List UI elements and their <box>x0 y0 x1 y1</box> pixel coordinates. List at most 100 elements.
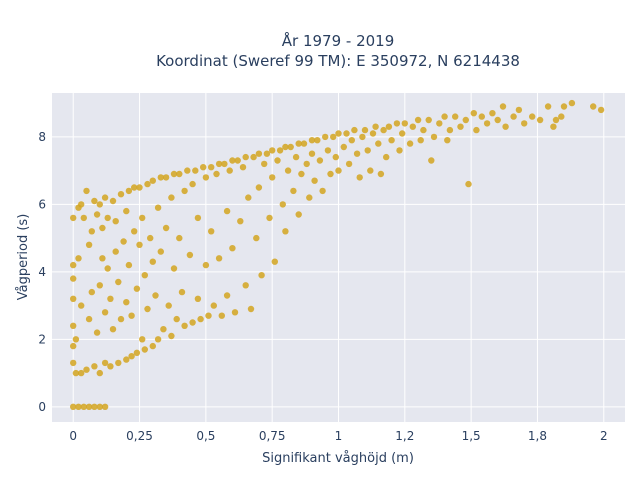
data-point <box>401 120 408 127</box>
data-point <box>120 238 127 245</box>
data-point <box>361 126 369 134</box>
data-point <box>255 184 263 191</box>
data-point <box>160 326 167 333</box>
data-point <box>215 160 223 168</box>
data-point <box>536 116 544 124</box>
data-point <box>83 366 90 373</box>
data-point <box>149 258 156 265</box>
data-point <box>75 255 82 262</box>
data-point <box>96 403 104 410</box>
grid-lines <box>52 93 625 422</box>
y-tick-label: 4 <box>38 265 46 279</box>
data-point <box>348 137 355 144</box>
y-tick-label: 6 <box>38 197 46 211</box>
data-point <box>521 120 528 127</box>
data-point <box>104 214 111 222</box>
data-point <box>165 302 172 309</box>
data-point <box>149 342 156 350</box>
x-axis-title: Signifikant våghöjd (m) <box>262 451 414 466</box>
data-point <box>303 160 310 168</box>
data-point <box>311 177 318 184</box>
data-point <box>157 174 164 181</box>
data-point <box>335 130 342 137</box>
data-point <box>290 187 297 195</box>
data-point <box>544 103 552 110</box>
data-point <box>117 191 125 198</box>
data-point <box>168 332 175 340</box>
data-point <box>152 292 159 299</box>
data-point <box>96 369 104 377</box>
data-point <box>181 322 188 329</box>
data-point <box>353 150 361 157</box>
data-point <box>417 137 424 144</box>
data-point <box>88 288 96 296</box>
x-tick-label: 0,5 <box>196 429 215 443</box>
data-point <box>85 403 93 410</box>
data-point <box>208 164 215 171</box>
data-point <box>319 187 326 195</box>
data-point <box>112 218 119 225</box>
data-point <box>510 113 517 120</box>
data-point <box>101 309 109 316</box>
data-point <box>123 356 130 363</box>
data-point <box>393 120 401 127</box>
data-point <box>529 113 536 120</box>
data-point <box>141 346 148 353</box>
data-point <box>223 207 231 215</box>
data-point <box>70 261 77 269</box>
chart-title-line-2: Koordinat (Sweref 99 TM): E 350972, N 62… <box>156 52 520 70</box>
data-point <box>221 160 228 168</box>
data-point <box>494 116 501 124</box>
data-point <box>271 258 278 265</box>
data-point <box>83 187 90 195</box>
data-point <box>436 120 443 127</box>
data-point <box>101 403 109 410</box>
data-point <box>242 153 249 161</box>
data-point <box>210 302 217 309</box>
data-point <box>457 123 464 130</box>
data-point <box>284 167 292 174</box>
data-point <box>247 305 255 313</box>
data-point <box>85 241 93 248</box>
data-point <box>388 137 395 144</box>
data-point <box>261 160 268 168</box>
data-point <box>202 174 210 181</box>
data-point <box>192 167 199 174</box>
data-point <box>78 302 85 309</box>
data-point <box>446 126 454 134</box>
data-point <box>78 369 85 377</box>
data-point <box>359 133 366 141</box>
data-point <box>186 251 194 259</box>
data-point <box>99 224 106 232</box>
data-point <box>189 180 196 188</box>
data-point <box>314 137 321 144</box>
data-point <box>335 167 342 174</box>
data-point <box>194 295 202 302</box>
data-point <box>253 234 260 242</box>
data-point <box>80 403 88 410</box>
data-point <box>154 336 162 343</box>
data-point <box>340 143 347 151</box>
data-point <box>369 130 377 137</box>
data-point <box>144 180 151 188</box>
data-point <box>112 248 119 255</box>
x-tick-labels: 0 0,25 0,5 0,75 1 1,2 1,5 1,8 2 <box>69 429 607 443</box>
data-point <box>266 214 273 222</box>
data-point <box>330 133 337 141</box>
data-point <box>295 211 302 218</box>
data-point <box>117 315 125 323</box>
data-point <box>465 180 472 188</box>
data-point <box>93 211 101 218</box>
data-point <box>343 130 350 137</box>
data-point <box>80 214 88 222</box>
data-point <box>231 309 239 316</box>
y-tick-label: 0 <box>38 400 46 414</box>
data-point <box>269 147 276 154</box>
x-tick-label: 0,75 <box>259 429 286 443</box>
data-point <box>462 116 469 124</box>
data-point <box>136 184 143 191</box>
data-point <box>327 170 334 178</box>
data-point <box>550 123 557 130</box>
data-point <box>70 275 77 282</box>
